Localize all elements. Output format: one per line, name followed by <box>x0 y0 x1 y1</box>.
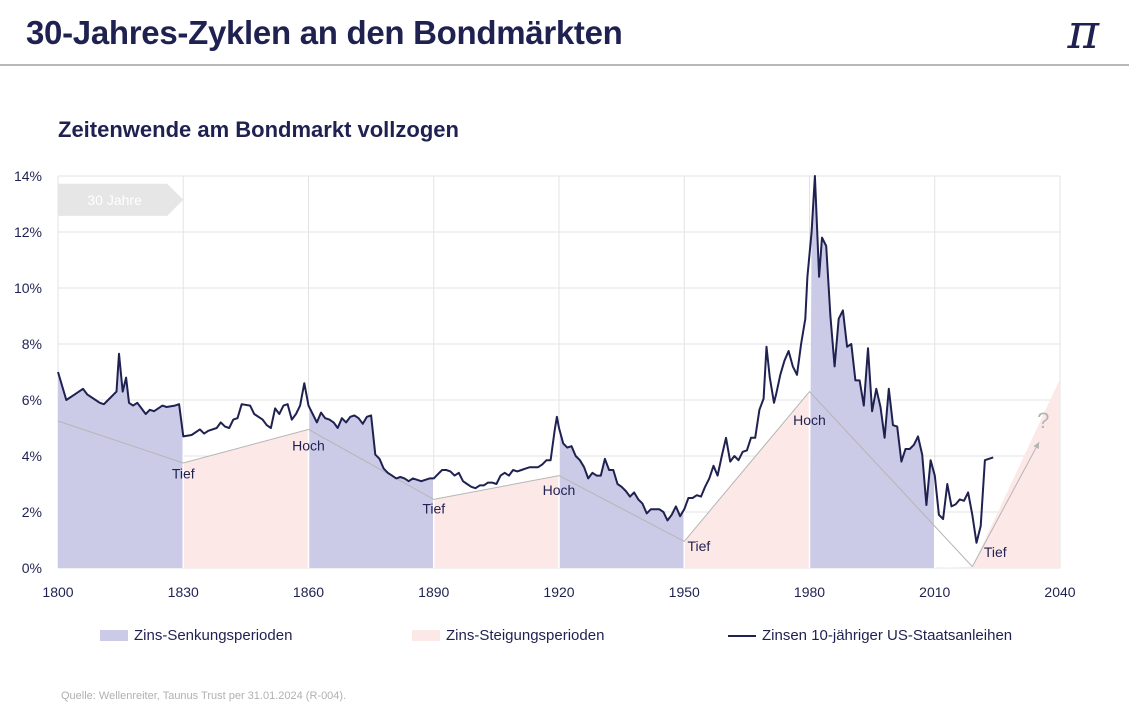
legend-label-falling: Zins-Senkungsperioden <box>134 627 293 644</box>
legend-label-line: Zinsen 10-jähriger US-Staatsanleihen <box>762 627 1013 644</box>
x-tick-label: 2010 <box>919 584 950 600</box>
x-tick-label: 1890 <box>418 584 449 600</box>
y-tick-label: 4% <box>22 448 42 464</box>
forecast-question-mark: ? <box>1037 408 1049 433</box>
period-area-rising <box>934 379 1060 568</box>
x-tick-label: 1830 <box>168 584 199 600</box>
annotation-tief: Tief <box>422 500 445 516</box>
period-area-falling <box>308 405 434 568</box>
legend-swatch-falling <box>100 630 128 641</box>
page-title: 30-Jahres-Zyklen an den Bondmärkten <box>26 14 623 51</box>
period-area-rising <box>684 391 810 568</box>
annotation-tief: Tief <box>687 538 710 554</box>
forecast-arrow-head <box>1033 442 1040 449</box>
annotation-hoch: Hoch <box>292 437 325 453</box>
period-area-rising <box>433 475 559 568</box>
y-tick-label: 10% <box>14 280 42 296</box>
y-tick-label: 6% <box>22 392 42 408</box>
annotation-hoch: Hoch <box>793 412 826 428</box>
cycle-arrow-label: 30 Jahre <box>87 192 142 208</box>
legend-item-falling: Zins-Senkungsperioden <box>100 627 292 644</box>
legend-item-rising: Zins-Steigungsperioden <box>412 627 604 644</box>
x-tick-label: 1980 <box>794 584 825 600</box>
period-area-falling <box>559 428 685 568</box>
yield-line <box>57 175 994 544</box>
period-area-rising <box>183 429 309 568</box>
forecast-arrow-line <box>971 441 1040 567</box>
cycle-arrow <box>58 183 184 216</box>
y-tick-label: 0% <box>22 560 42 576</box>
chart-title: Zeitenwende am Bondmarkt vollzogen <box>58 117 459 142</box>
y-tick-label: 8% <box>22 336 42 352</box>
legend-swatch-rising <box>412 630 440 641</box>
x-tick-label: 2040 <box>1044 584 1075 600</box>
header-divider <box>0 64 1129 66</box>
annotation-hoch: Hoch <box>543 482 576 498</box>
legend-swatch-line <box>728 634 756 637</box>
x-tick-label: 1860 <box>293 584 324 600</box>
x-tick-label: 1800 <box>42 584 73 600</box>
trend-line <box>57 390 973 567</box>
y-tick-label: 12% <box>14 224 42 240</box>
y-tick-label: 14% <box>14 168 42 184</box>
y-tick-label: 2% <box>22 504 42 520</box>
annotation-tief: Tief <box>984 544 1007 560</box>
pi-logo-icon: π <box>1067 4 1099 60</box>
x-tick-label: 1950 <box>669 584 700 600</box>
legend-label-rising: Zins-Steigungsperioden <box>446 627 605 644</box>
x-tick-label: 1920 <box>543 584 574 600</box>
period-area-falling <box>58 353 184 568</box>
period-area-falling <box>809 176 935 568</box>
annotation-tief: Tief <box>172 465 195 481</box>
source-note: Quelle: Wellenreiter, Taunus Trust per 3… <box>61 690 347 702</box>
legend-item-line: Zinsen 10-jähriger US-Staatsanleihen <box>728 627 1012 644</box>
